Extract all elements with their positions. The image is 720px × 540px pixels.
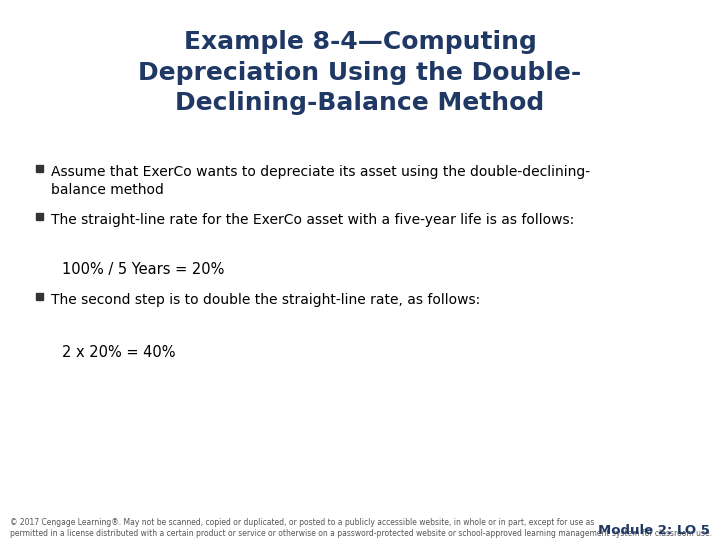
Text: Module 2: LO 5: Module 2: LO 5 (598, 524, 710, 537)
Text: Assume that ExerCo wants to depreciate its asset using the double-declining-
bal: Assume that ExerCo wants to depreciate i… (51, 165, 590, 198)
Bar (36, 213, 43, 220)
Text: 100% / 5 Years = 20%: 100% / 5 Years = 20% (62, 262, 225, 277)
Text: © 2017 Cengage Learning®. May not be scanned, copied or duplicated, or posted to: © 2017 Cengage Learning®. May not be sca… (10, 518, 712, 538)
Text: The second step is to double the straight-line rate, as follows:: The second step is to double the straigh… (51, 293, 480, 307)
Bar (36, 293, 43, 300)
Text: Example 8-4—Computing
Depreciation Using the Double-
Declining-Balance Method: Example 8-4—Computing Depreciation Using… (138, 30, 582, 116)
Bar (36, 165, 43, 172)
Text: 2 x 20% = 40%: 2 x 20% = 40% (62, 345, 176, 360)
Text: The straight-line rate for the ExerCo asset with a five-year life is as follows:: The straight-line rate for the ExerCo as… (51, 213, 575, 227)
